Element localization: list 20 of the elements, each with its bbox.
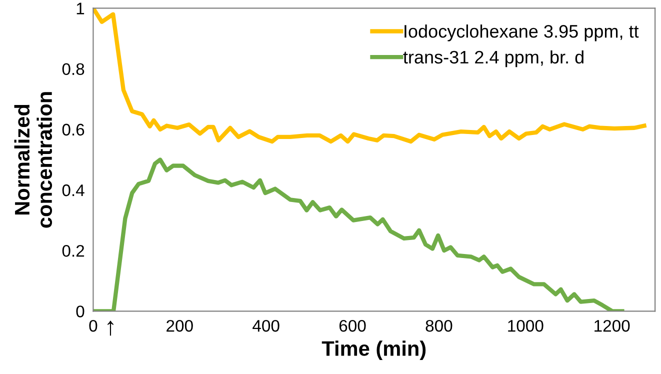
x-tick-label: 0 <box>89 320 98 332</box>
y-tick-label: 0.2 <box>62 244 84 257</box>
y-tick-label: 0.8 <box>62 63 84 76</box>
legend-label: trans-31 2.4 ppm, br. d <box>403 50 584 68</box>
y-tick-label: 0 <box>76 306 84 318</box>
x-tick-label: 800 <box>426 320 452 332</box>
line-series <box>93 8 646 144</box>
y-tick-label: 0.4 <box>62 184 84 196</box>
y-axis-title: Normalized concentration <box>14 92 52 228</box>
y-tick-label: 1 <box>76 2 84 14</box>
x-tick-label: 1200 <box>594 320 630 332</box>
x-tick-label: 1000 <box>508 320 544 332</box>
line-series <box>93 158 624 312</box>
y-tick-label: 0.6 <box>62 124 84 136</box>
x-tick-label: 400 <box>252 320 280 332</box>
x-axis-title: Time (min) <box>322 340 426 360</box>
legend-label: Iodocyclohexane 3.95 ppm, tt <box>404 24 639 42</box>
x-tick-label: 200 <box>166 320 193 332</box>
x-tick-label: 600 <box>339 320 366 332</box>
annotation: ↑ <box>108 320 114 336</box>
